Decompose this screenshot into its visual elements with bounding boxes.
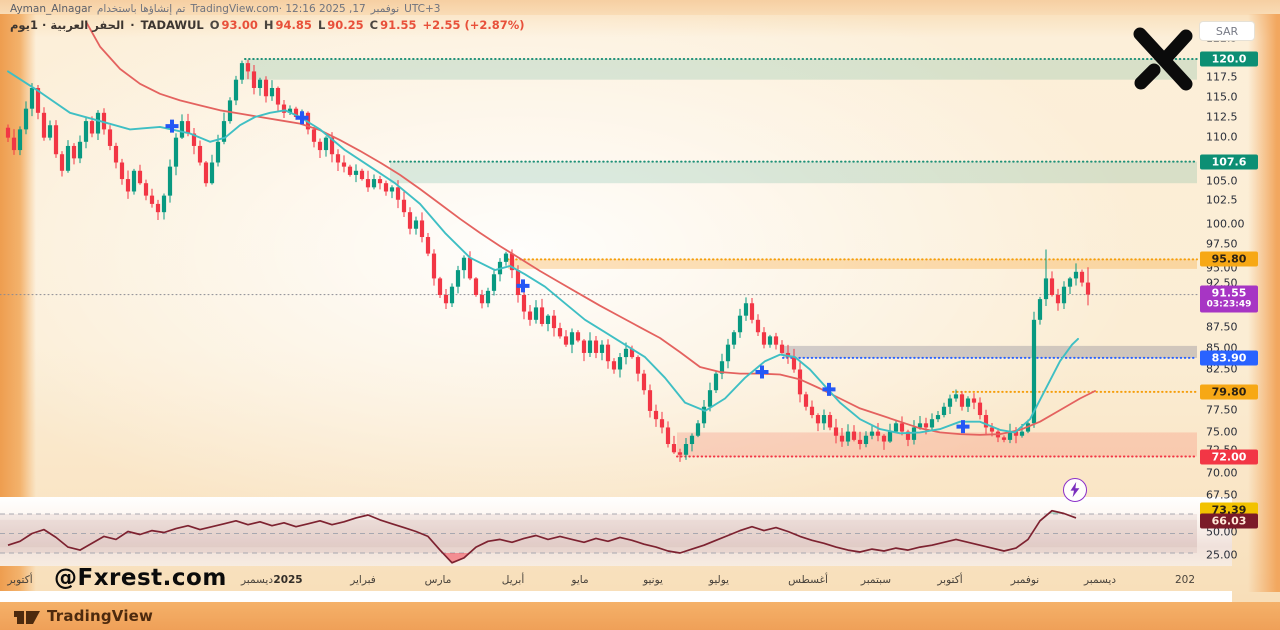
price-badge-79.80: 79.80 bbox=[1200, 384, 1258, 400]
high-label: H bbox=[263, 18, 274, 32]
time-tick-label: 202 bbox=[1174, 574, 1196, 586]
low-label: L bbox=[317, 18, 326, 32]
price-tick-label: 82.50 bbox=[1206, 362, 1238, 376]
footer-bar: TradingView bbox=[0, 602, 1280, 630]
time-tick-label: نوفمبر bbox=[1010, 574, 1040, 586]
price-tick-label: 70.00 bbox=[1206, 466, 1238, 480]
price-badge-66.03: 66.03 bbox=[1200, 513, 1258, 529]
high-value: 94.85 bbox=[275, 18, 312, 32]
exchange-name: TADAWUL bbox=[140, 18, 204, 32]
price-badge-83.90: 83.90 bbox=[1200, 350, 1258, 366]
header-line: Ayman_Alnagar تم إنشاؤها باستخدام Tradin… bbox=[10, 2, 440, 15]
price-badge-120.0: 120.0 bbox=[1200, 51, 1258, 67]
rsi-pane-background bbox=[0, 497, 1232, 566]
price-badge-91.55: 91.55 03:23:49 bbox=[1200, 285, 1258, 313]
time-tick-label: ديسمبر bbox=[1084, 574, 1116, 586]
site-and-time: TradingView.com· 12:16 2025 ,17 bbox=[190, 2, 366, 15]
created-with-text: تم إنشاؤها باستخدام bbox=[96, 2, 186, 15]
price-tick-label: 105.0 bbox=[1206, 174, 1238, 188]
axis-bottom-strip bbox=[0, 591, 1232, 602]
open-label: O bbox=[209, 18, 220, 32]
time-tick-label: يونيو bbox=[643, 574, 663, 586]
open-value: 93.00 bbox=[221, 18, 258, 32]
date-month: نوفمبر bbox=[370, 2, 400, 15]
price-tick-label: 100.00 bbox=[1206, 217, 1245, 231]
time-tick-label: 2025 bbox=[273, 574, 303, 586]
price-tick-label: 77.50 bbox=[1206, 403, 1238, 417]
currency-label: SAR bbox=[1215, 24, 1239, 38]
price-tick-label: 50.00 bbox=[1206, 525, 1238, 539]
price-badge-95.80: 95.80 bbox=[1200, 251, 1258, 267]
price-tick-label: 117.5 bbox=[1206, 70, 1238, 84]
timezone: UTC+3 bbox=[404, 2, 441, 15]
time-tick-label: مارس bbox=[424, 574, 452, 586]
change-value: +2.55 (+2.87%) bbox=[422, 18, 525, 32]
time-tick-label: ديسمبر bbox=[241, 574, 273, 586]
price-badge-72.00: 72.00 bbox=[1200, 449, 1258, 465]
close-label: C bbox=[369, 18, 379, 32]
currency-selector[interactable]: SAR bbox=[1199, 21, 1255, 41]
time-tick-label: أبريل bbox=[501, 574, 525, 586]
price-tick-label: 67.50 bbox=[1206, 488, 1238, 502]
tradingview-brand[interactable]: TradingView bbox=[47, 607, 154, 625]
symbol-name: الحفر العربية · 1يوم bbox=[10, 18, 125, 32]
close-value: 91.55 bbox=[380, 18, 417, 32]
price-tick-label: 102.5 bbox=[1206, 193, 1238, 207]
price-tick-label: 110.0 bbox=[1206, 130, 1238, 144]
watermark-text: @Fxrest.com bbox=[54, 565, 227, 591]
price-tick-label: 97.50 bbox=[1206, 237, 1238, 251]
price-tick-label: 25.00 bbox=[1206, 548, 1238, 562]
author-name: Ayman_Alnagar bbox=[10, 2, 92, 15]
legend-separator: · bbox=[130, 18, 135, 32]
time-tick-label: فبراير bbox=[350, 574, 376, 586]
time-tick-label: مايو bbox=[571, 574, 589, 586]
broker-x-logo bbox=[1133, 27, 1193, 91]
price-badge-107.6: 107.6 bbox=[1200, 154, 1258, 170]
low-value: 90.25 bbox=[327, 18, 364, 32]
top-bar bbox=[0, 0, 1280, 15]
time-tick-label: أغسطس bbox=[788, 574, 828, 586]
time-tick-label: سبتمبر bbox=[860, 574, 892, 586]
time-tick-label: أكتوبر bbox=[7, 574, 33, 586]
price-tick-label: 87.50 bbox=[1206, 320, 1238, 334]
price-tick-label: 75.00 bbox=[1206, 425, 1238, 439]
lightning-icon bbox=[1063, 478, 1087, 502]
tradingview-icon[interactable] bbox=[14, 607, 40, 625]
bar-countdown: 03:23:49 bbox=[1206, 299, 1252, 310]
price-tick-label: 112.5 bbox=[1206, 110, 1238, 124]
time-tick-label: يوليو bbox=[708, 574, 730, 586]
time-tick-label: أكتوبر bbox=[937, 574, 963, 586]
price-tick-label: 115.0 bbox=[1206, 90, 1238, 104]
